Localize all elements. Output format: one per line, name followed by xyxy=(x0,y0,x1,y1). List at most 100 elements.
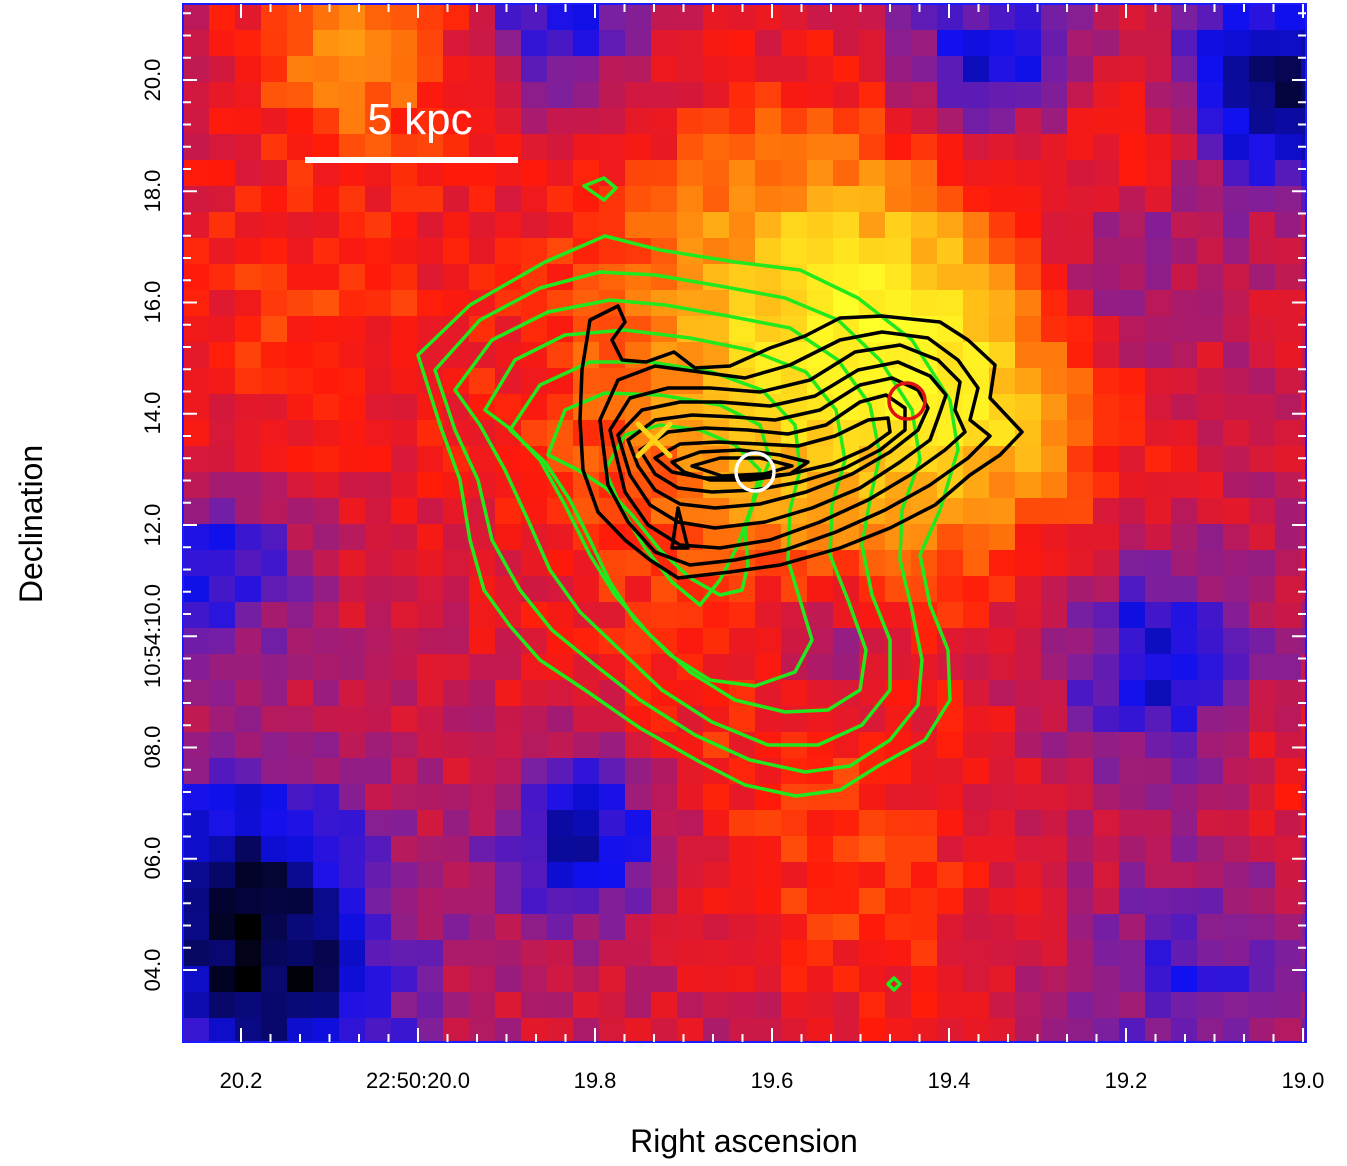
map-pixel xyxy=(885,940,912,967)
map-pixel xyxy=(1197,238,1224,265)
map-pixel xyxy=(1249,576,1276,603)
map-pixel xyxy=(495,30,522,57)
map-pixel xyxy=(807,602,834,629)
map-pixel xyxy=(183,784,210,811)
map-pixel xyxy=(365,498,392,525)
map-pixel xyxy=(1275,30,1302,57)
map-pixel xyxy=(313,732,340,759)
map-pixel xyxy=(1275,394,1302,421)
map-pixel xyxy=(417,810,444,837)
map-pixel xyxy=(911,108,938,135)
y-tick-label: 14.0 xyxy=(140,392,165,435)
map-pixel xyxy=(261,108,288,135)
map-pixel xyxy=(989,654,1016,681)
map-pixel xyxy=(365,862,392,889)
map-pixel xyxy=(989,810,1016,837)
map-pixel xyxy=(1171,186,1198,213)
map-pixel xyxy=(313,498,340,525)
map-pixel xyxy=(781,836,808,863)
map-pixel xyxy=(937,186,964,213)
map-pixel xyxy=(1249,992,1276,1019)
map-pixel xyxy=(443,966,470,993)
map-pixel xyxy=(1301,550,1307,577)
map-pixel xyxy=(1067,758,1094,785)
map-pixel xyxy=(677,212,704,239)
map-pixel xyxy=(183,758,210,785)
map-pixel xyxy=(287,836,314,863)
map-pixel xyxy=(1015,706,1042,733)
map-pixel xyxy=(1171,290,1198,317)
map-pixel xyxy=(521,784,548,811)
map-pixel xyxy=(625,56,652,83)
map-pixel xyxy=(1197,30,1224,57)
map-pixel xyxy=(339,1018,366,1043)
map-pixel xyxy=(1223,342,1250,369)
map-pixel xyxy=(599,784,626,811)
map-pixel xyxy=(599,862,626,889)
map-pixel xyxy=(625,862,652,889)
map-pixel xyxy=(1041,706,1068,733)
map-pixel xyxy=(677,1018,704,1043)
map-pixel xyxy=(651,576,678,603)
map-pixel xyxy=(1145,4,1172,31)
map-pixel xyxy=(989,680,1016,707)
map-pixel xyxy=(781,992,808,1019)
map-pixel xyxy=(1249,290,1276,317)
map-pixel xyxy=(963,602,990,629)
map-pixel xyxy=(937,784,964,811)
map-pixel xyxy=(677,134,704,161)
map-pixel xyxy=(547,888,574,915)
map-pixel xyxy=(1197,264,1224,291)
map-pixel xyxy=(1093,680,1120,707)
map-pixel xyxy=(1067,706,1094,733)
map-pixel xyxy=(573,212,600,239)
map-pixel xyxy=(1197,888,1224,915)
map-pixel xyxy=(1171,576,1198,603)
map-pixel xyxy=(1249,472,1276,499)
map-pixel xyxy=(1249,810,1276,837)
map-pixel xyxy=(1301,264,1307,291)
map-pixel xyxy=(209,134,236,161)
map-pixel xyxy=(1171,316,1198,343)
map-pixel xyxy=(209,56,236,83)
map-pixel xyxy=(963,212,990,239)
map-pixel xyxy=(937,966,964,993)
map-pixel xyxy=(1171,862,1198,889)
map-pixel xyxy=(573,758,600,785)
map-pixel xyxy=(183,368,210,395)
map-pixel xyxy=(755,810,782,837)
map-pixel xyxy=(651,758,678,785)
map-pixel xyxy=(261,56,288,83)
map-pixel xyxy=(313,134,340,161)
map-pixel xyxy=(1223,108,1250,135)
map-pixel xyxy=(599,212,626,239)
map-pixel xyxy=(1041,966,1068,993)
map-pixel xyxy=(235,940,262,967)
map-pixel xyxy=(1197,966,1224,993)
map-pixel xyxy=(1223,446,1250,473)
map-pixel xyxy=(365,680,392,707)
map-pixel xyxy=(911,30,938,57)
map-pixel xyxy=(183,212,210,239)
map-pixel xyxy=(1223,836,1250,863)
map-pixel xyxy=(1119,706,1146,733)
map-pixel xyxy=(781,1018,808,1043)
map-pixel xyxy=(391,992,418,1019)
map-pixel xyxy=(391,56,418,83)
map-pixel xyxy=(1223,732,1250,759)
map-pixel xyxy=(547,134,574,161)
map-pixel xyxy=(755,82,782,109)
map-pixel xyxy=(989,706,1016,733)
map-pixel xyxy=(937,602,964,629)
map-pixel xyxy=(1041,784,1068,811)
map-pixel xyxy=(703,82,730,109)
map-pixel xyxy=(781,160,808,187)
map-pixel xyxy=(391,368,418,395)
map-pixel xyxy=(625,134,652,161)
map-pixel xyxy=(209,914,236,941)
map-pixel xyxy=(1067,628,1094,655)
map-pixel xyxy=(807,160,834,187)
map-pixel xyxy=(1171,446,1198,473)
map-pixel xyxy=(963,238,990,265)
map-pixel xyxy=(1223,472,1250,499)
